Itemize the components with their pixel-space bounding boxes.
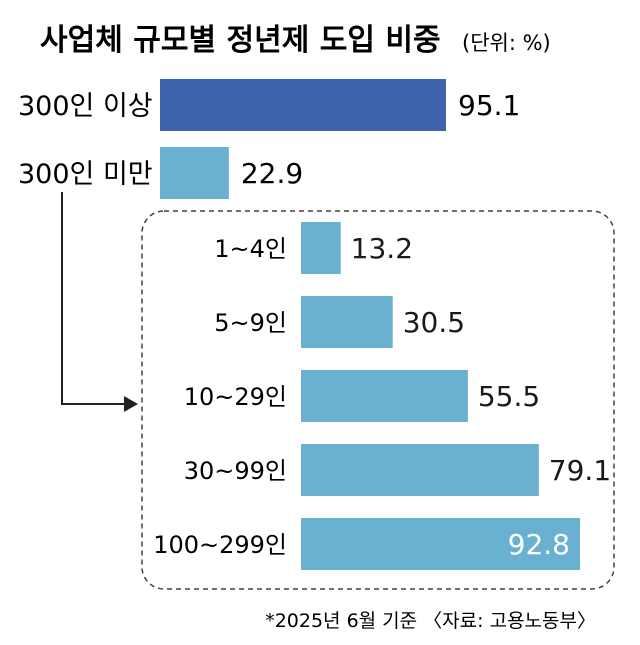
breakdown-category-label-4: 100~299인 — [153, 531, 287, 559]
breakdown-value-label-2: 55.5 — [478, 380, 540, 413]
main-value-label-1: 22.9 — [241, 157, 303, 190]
breakdown-bar-4 — [301, 518, 580, 570]
breakdown-bars: 1~4인 13.2 5~9인 30.5 10~29인 55.5 30~99인 79.1 100~… — [153, 222, 611, 570]
breakdown-arrow — [61, 192, 126, 405]
main-bar-1 — [160, 147, 229, 199]
breakdown-category-label-1: 5~9인 — [214, 309, 287, 337]
breakdown-bar-1 — [301, 296, 393, 348]
breakdown-bar-2 — [301, 370, 468, 422]
breakdown-value-label-1: 30.5 — [403, 306, 465, 339]
breakdown-category-label-0: 1~4인 — [214, 235, 287, 263]
breakdown-value-label-3: 79.1 — [549, 454, 611, 487]
main-bars: 300인 이상 95.1 300인 미만 22.9 — [18, 79, 520, 199]
breakdown-category-label-2: 10~29인 — [184, 383, 287, 411]
breakdown-bar-3 — [301, 444, 539, 496]
breakdown-value-label-4: 92.8 — [508, 528, 570, 561]
unit-label: (단위: %) — [462, 31, 551, 55]
breakdown-category-label-3: 30~99인 — [184, 457, 287, 485]
arrow-head-icon — [124, 396, 138, 412]
breakdown-bar-0 — [301, 222, 341, 274]
main-category-label-1: 300인 미만 — [18, 159, 153, 190]
chart-title: 사업체 규모별 정년제 도입 비중 — [40, 23, 441, 58]
breakdown-value-label-0: 13.2 — [351, 232, 413, 265]
breakdown-frame — [141, 210, 615, 590]
main-category-label-0: 300인 이상 — [18, 91, 153, 122]
main-bar-0 — [160, 79, 446, 131]
main-value-label-0: 95.1 — [458, 89, 520, 122]
footnote: *2025년 6월 기준 〈자료: 고용노동부〉 — [265, 610, 596, 632]
